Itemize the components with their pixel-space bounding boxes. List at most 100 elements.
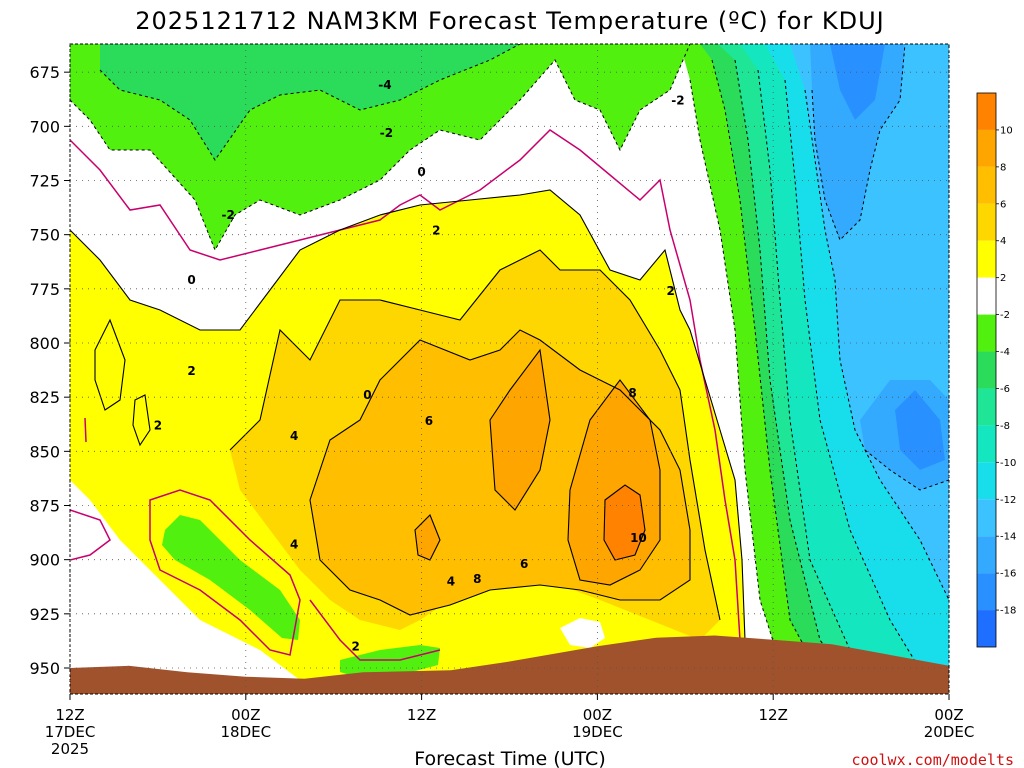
contour-8-left [489, 348, 551, 511]
colorbar-swatch [977, 351, 996, 389]
negative-contours [70, 44, 949, 694]
y-tick-label: 825 [29, 388, 60, 407]
x-tick-time: 12Z [759, 706, 788, 724]
x-tick-date: 20DEC [924, 723, 975, 741]
fill-cold-blob-bottom [340, 645, 440, 678]
contour-m14-lower [864, 449, 949, 491]
contour-m12-right [804, 89, 949, 601]
y-tick-label: 750 [29, 226, 60, 245]
colorbar-label: -2 [1000, 310, 1010, 321]
colorbar-swatch [977, 240, 996, 278]
contour-label: -4 [378, 78, 391, 92]
y-tick-label: 800 [29, 334, 60, 353]
x-axis-label: Forecast Time (UTC) [414, 748, 605, 768]
contour-6-small [414, 514, 441, 561]
colorbar-label: -4 [1000, 347, 1010, 358]
contour-label: -2 [222, 208, 235, 222]
ground-surface [70, 635, 949, 694]
x-tick-year: 2025 [51, 740, 89, 758]
x-tick-time: 12Z [55, 706, 84, 724]
x-tick-date: 18DEC [221, 723, 272, 741]
contour-labels: -4 -2 -2 -2 0 0 2 2 2 2 2 4 4 4 6 6 8 8 10 0 [154, 78, 685, 653]
fill-cold-m14 [810, 44, 949, 490]
contour-10 [603, 484, 646, 561]
fill-white-bubble [560, 618, 605, 648]
colorbar-swatch [977, 536, 996, 574]
contour-label: -2 [671, 93, 684, 107]
colorbar-swatch [977, 499, 996, 537]
y-tick-label: 700 [29, 117, 60, 136]
contour-label: 10 [630, 531, 647, 545]
contour-m4-right [711, 59, 831, 694]
colorbar-swatch [977, 129, 996, 167]
y-tick-label: 675 [29, 63, 60, 82]
contour-m14-right [811, 44, 906, 241]
contour-label: 4 [290, 429, 298, 443]
y-tick-label: 775 [29, 280, 60, 299]
contour-label: 2 [154, 418, 162, 432]
colorbar-swatch [977, 93, 996, 130]
colorbar-swatch [977, 166, 996, 204]
freezing-line-base [309, 599, 441, 661]
contour-label: 6 [425, 414, 433, 428]
contour-label: 0 [363, 388, 371, 402]
chart-title: 2025121712 NAM3KM Forecast Temperature (… [135, 7, 885, 35]
x-tick-time: 00Z [583, 706, 612, 724]
temperature-field [70, 44, 949, 694]
contour-label: 8 [628, 386, 636, 400]
x-tick-time: 12Z [407, 706, 436, 724]
colorbar-swatch [977, 610, 996, 647]
colorbar-swatch [977, 203, 996, 241]
contour-m2-upper [70, 44, 691, 252]
colorbar-swatch [977, 277, 996, 315]
x-tick-time: 00Z [934, 706, 963, 724]
colorbar-frame [976, 92, 997, 648]
contour-2 [70, 189, 746, 641]
colorbar-label: -16 [1000, 569, 1016, 580]
colorbar-label: 2 [1000, 273, 1006, 284]
colorbar-label: -14 [1000, 532, 1016, 543]
freezing-line-lower [70, 509, 111, 561]
grid-lines [69, 44, 950, 694]
x-tick-date: 19DEC [572, 723, 623, 741]
colorbar-label: 6 [1000, 199, 1006, 210]
fill-cold-m16 [830, 44, 945, 470]
contour-6 [309, 329, 691, 616]
colorbar-swatch [977, 462, 996, 500]
colorbar-label: -10 [1000, 458, 1016, 469]
colorbar-label: -12 [1000, 495, 1016, 506]
fill-cold-blob-left [162, 515, 300, 640]
contour-label: 2 [351, 639, 359, 653]
contour-label: 0 [417, 165, 425, 179]
x-tick-date: 17DEC [45, 723, 96, 741]
contour-label: 4 [290, 538, 298, 552]
contour-m10-right [784, 79, 936, 694]
freezing-contours [70, 129, 741, 661]
contour-label: -2 [380, 126, 393, 140]
contour-label: 0 [187, 273, 195, 287]
credit-link[interactable]: coolwx.com/modelts [851, 751, 1014, 768]
freezing-line-blob [149, 489, 301, 656]
colorbar-label: 4 [1000, 236, 1006, 247]
fill-warm-8 [604, 485, 645, 560]
contour-8-right [567, 379, 661, 586]
y-tick-label: 875 [29, 497, 60, 516]
colorbar-label: 10 [1000, 125, 1013, 136]
colorbar-label: -6 [1000, 384, 1010, 395]
contour-2-left-lobe [94, 318, 126, 411]
y-tick-label: 725 [29, 172, 60, 191]
y-tick-label: 925 [29, 605, 60, 624]
contour-label: 2 [432, 223, 440, 237]
contour-4 [229, 249, 721, 621]
fill-cold-m4-upper [100, 44, 520, 160]
contour-m2-right [689, 79, 791, 694]
colorbar-label: -8 [1000, 421, 1010, 432]
colorbar-swatch [977, 314, 996, 352]
contour-label: 2 [666, 284, 674, 298]
colorbar-label: -18 [1000, 606, 1016, 617]
y-tick-label: 900 [29, 551, 60, 570]
contour-label: 6 [520, 557, 528, 571]
contour-m4-upper [99, 44, 521, 161]
